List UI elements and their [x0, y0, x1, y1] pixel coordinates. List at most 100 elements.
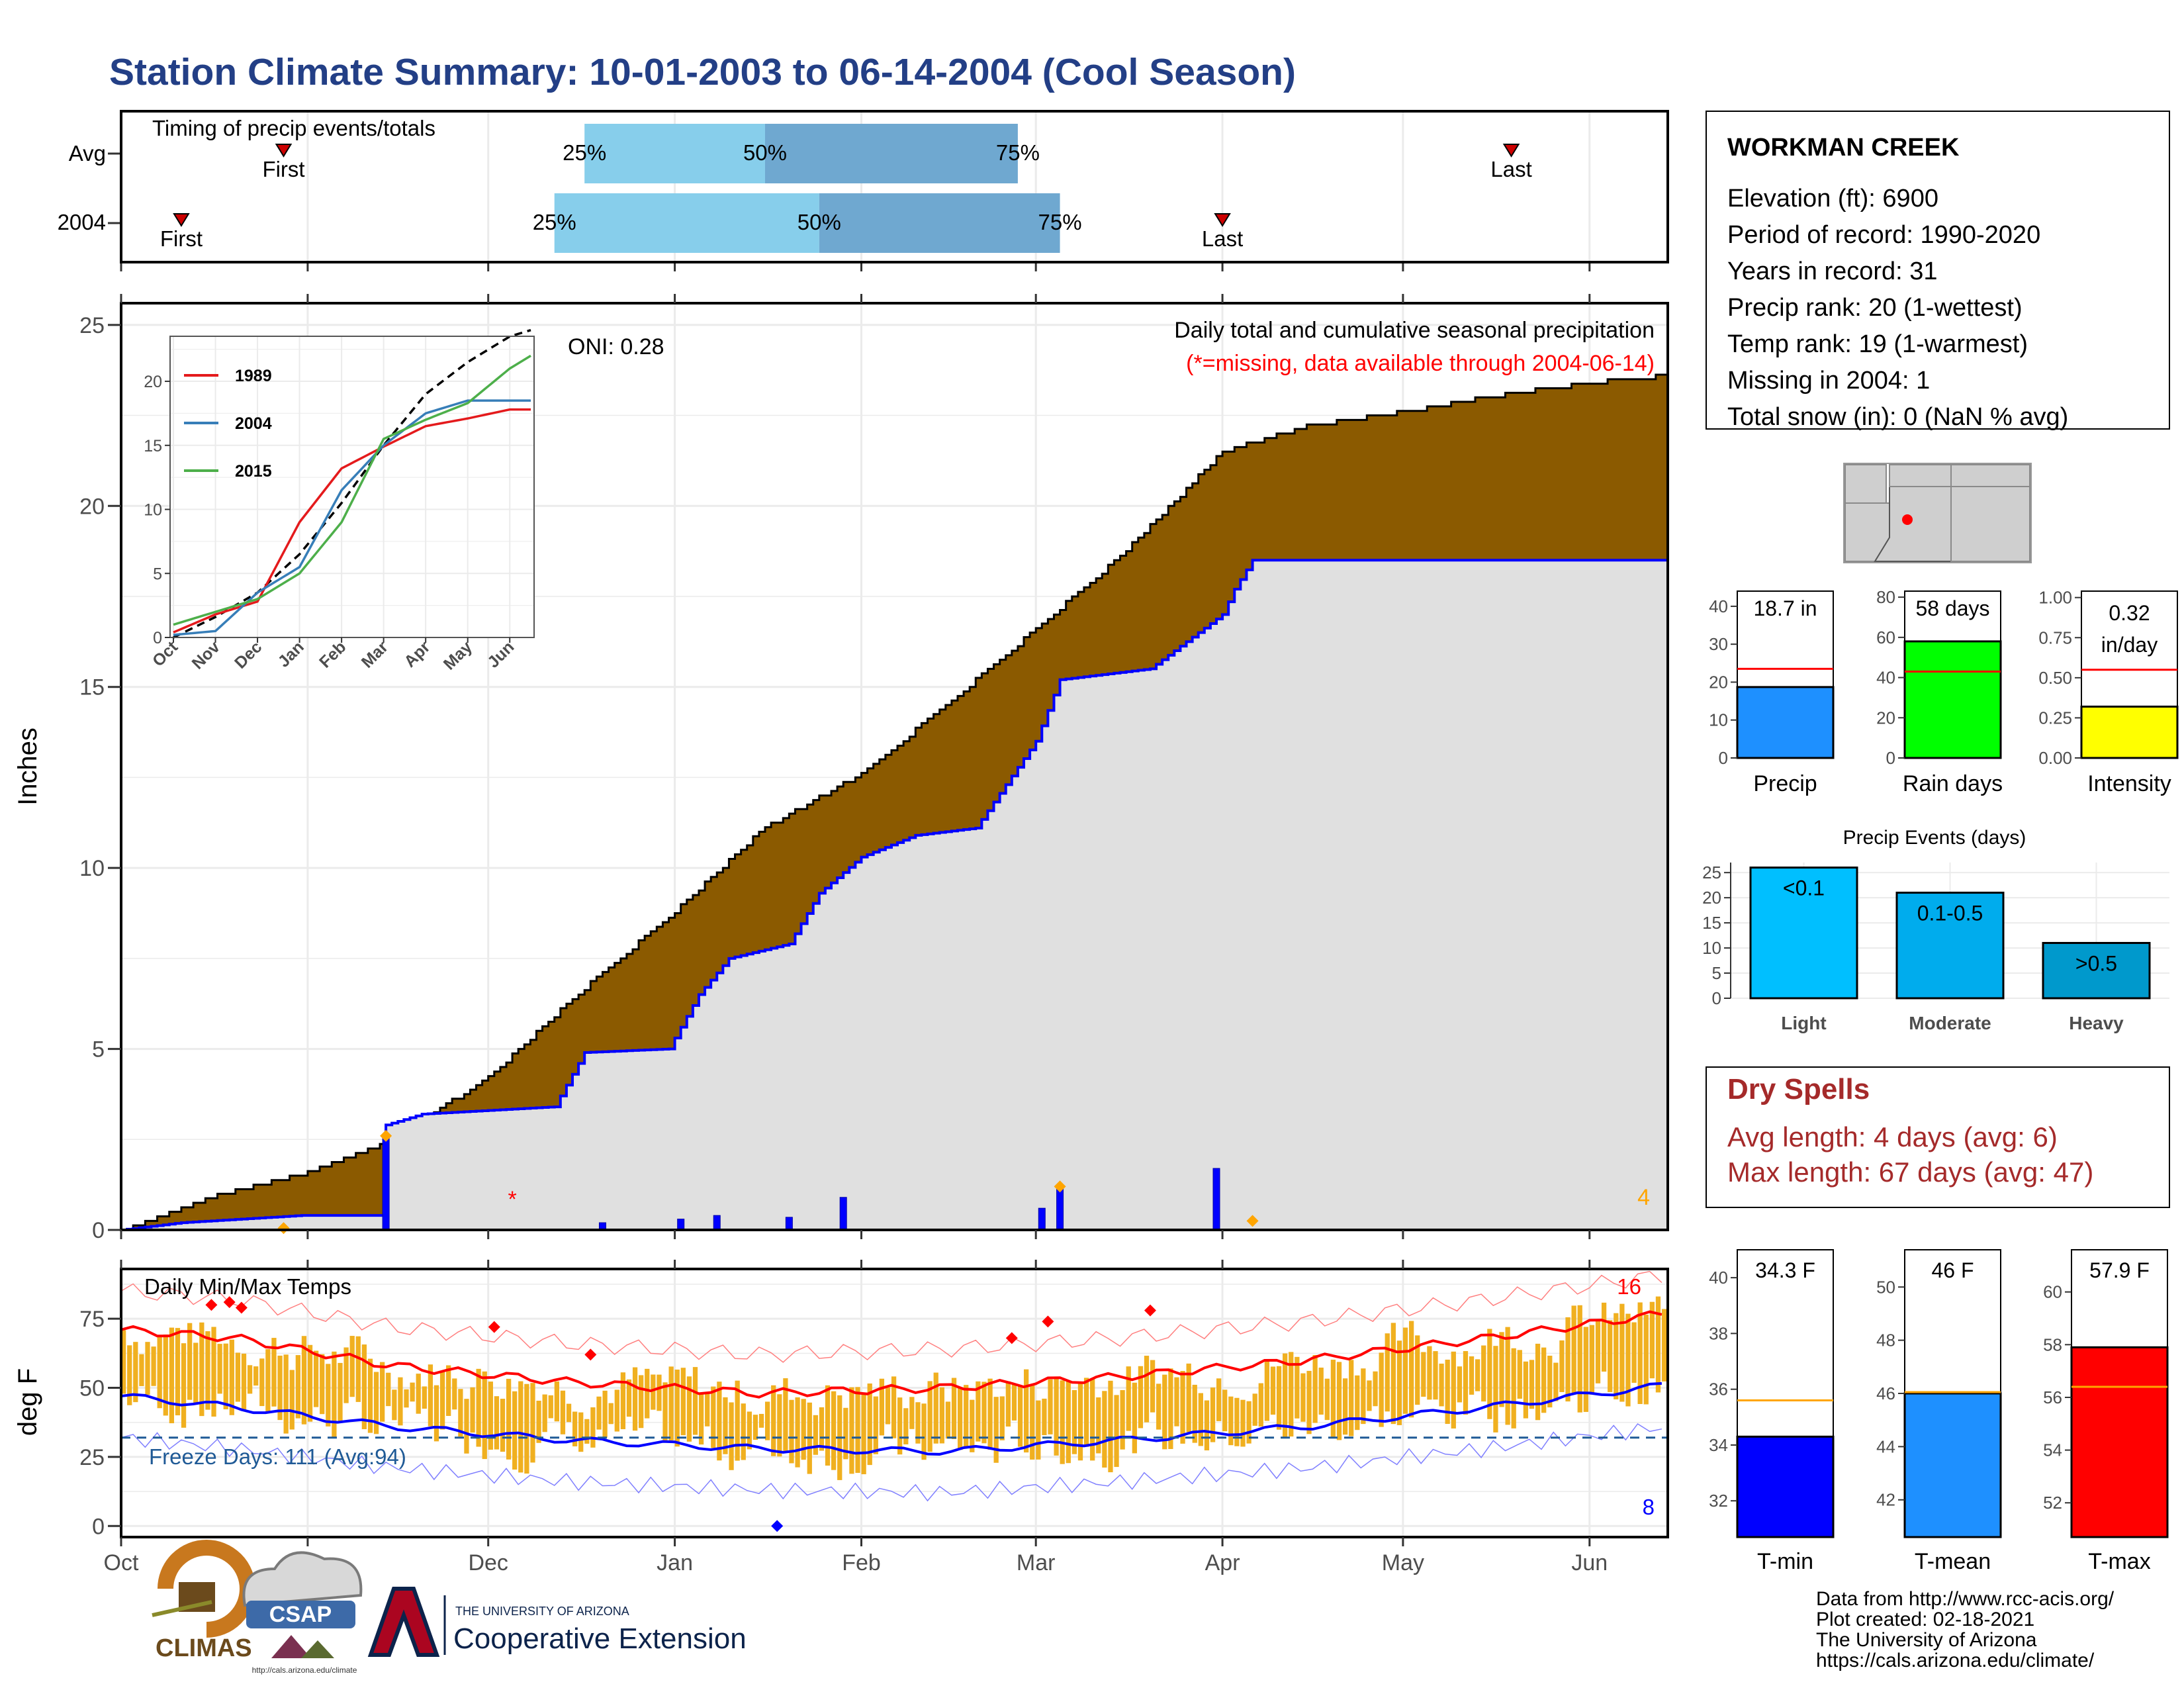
temp-xtick-label-8: Jun	[1571, 1550, 1608, 1575]
temp-day-bar-18	[229, 1339, 234, 1415]
temp-day-bar-117	[825, 1385, 831, 1466]
temp-day-bar-17	[223, 1343, 228, 1409]
summary-tick-label-0-4: 40	[1709, 596, 1728, 616]
freeze-days-label: Freeze Days: 111 (Avg:94)	[149, 1444, 406, 1469]
temp-day-bar-99	[717, 1382, 722, 1461]
temp-day-bar-123	[861, 1394, 866, 1475]
main-ytick-label-20: 20	[79, 494, 105, 519]
temp-day-bar-25	[271, 1338, 277, 1407]
events-bar-2	[2042, 941, 2151, 1000]
record-min-line	[120, 1423, 1662, 1502]
temp-day-bar-97	[705, 1393, 710, 1427]
temp-day-bar-88	[651, 1374, 656, 1410]
main-ytick-label-15: 15	[79, 675, 105, 700]
temp-day-bar-249	[1619, 1303, 1625, 1402]
temp-day-bar-136	[939, 1387, 944, 1444]
dry-max-length: Max length: 67 days (avg: 47)	[1727, 1156, 2093, 1188]
temp-day-bar-193	[1283, 1353, 1288, 1438]
temp-day-bar-196	[1300, 1373, 1306, 1422]
inset-background	[170, 336, 534, 637]
temp-day-bar-209	[1379, 1352, 1384, 1427]
temp-day-bar-218	[1433, 1351, 1438, 1400]
temp-record-marks	[205, 1296, 1156, 1532]
temp-day-bar-122	[855, 1387, 860, 1474]
climas-logo: CLIMAS	[152, 1540, 255, 1662]
timing-panel: 25% 50% 75% First Last 25% 50% 75% First Last Tim…	[58, 110, 1669, 271]
summary-bar-1	[1903, 640, 2002, 759]
temp-day-bar-62	[494, 1396, 500, 1450]
temp-title: Daily Min/Max Temps	[144, 1274, 351, 1299]
temp-day-bar-172	[1156, 1383, 1161, 1430]
daily-precip-bar-3	[713, 1215, 721, 1231]
main-marks: *	[277, 1129, 1259, 1235]
temp-day-bar-216	[1421, 1352, 1426, 1397]
temp-day-bar-132	[915, 1402, 921, 1444]
temp-day-bar-159	[1077, 1383, 1083, 1461]
main-ytick-label-10: 10	[79, 856, 105, 881]
temp-day-bar-153	[1042, 1398, 1047, 1436]
temp-day-bar-43	[380, 1362, 385, 1422]
temp-day-bar-73	[560, 1390, 566, 1434]
inset-ytick-label-15: 15	[144, 437, 162, 455]
summary-tick-label-1-0: 0	[1886, 748, 1895, 768]
temp-summary-tick-label-1-0: 42	[1876, 1490, 1895, 1510]
temp-day-bar-145	[993, 1397, 999, 1463]
timing-marks: 25% 50% 75% First Last 25% 50% 75% First Last	[160, 124, 1532, 253]
temp-day-bar-183	[1222, 1389, 1228, 1432]
temp-day-bar-68	[530, 1383, 535, 1463]
temp-summary-tick-label-0-0: 32	[1709, 1491, 1728, 1511]
timing-last-marker-y2004	[1214, 213, 1231, 227]
events-ytick-label-10: 10	[1702, 938, 1721, 958]
temp-day-bar-47	[404, 1389, 409, 1408]
inset-frame	[169, 336, 535, 638]
temp-day-bar-217	[1427, 1346, 1432, 1400]
temp-day-bar-235	[1535, 1343, 1541, 1421]
inset-lines	[173, 328, 531, 639]
temp-day-bar-176	[1180, 1371, 1185, 1444]
temp-day-bar-5	[151, 1346, 156, 1386]
temp-day-bar-202	[1336, 1362, 1342, 1440]
temp-day-bar-171	[1150, 1360, 1156, 1413]
footer-line-4: https://cals.arizona.edu/climate/	[1816, 1650, 2095, 1671]
temp-day-bar-15	[211, 1327, 216, 1417]
temp-day-bar-131	[909, 1397, 915, 1429]
csap-banner	[246, 1601, 355, 1628]
temp-xtick-label-5: Mar	[1017, 1550, 1056, 1575]
temp-day-bar-186	[1240, 1399, 1246, 1447]
summary-tick-label-2-2: 0.50	[2038, 668, 2072, 688]
timing-first-label-avg: First	[262, 157, 304, 181]
main-frame	[120, 302, 1669, 1231]
timing-last-marker-avg	[1502, 144, 1520, 158]
temp-day-bar-245	[1595, 1320, 1601, 1383]
temp-day-bar-129	[897, 1397, 903, 1455]
temp-day-bar-223	[1463, 1351, 1469, 1415]
footer-line-2: Plot created: 02-18-2021	[1816, 1609, 2034, 1630]
dry-spells-title: Dry Spells	[1727, 1073, 1870, 1105]
temp-day-bar-224	[1469, 1356, 1475, 1395]
summary-bar-2	[2080, 705, 2179, 759]
main-annotation-missing: (*=missing, data available through 2004-…	[1186, 351, 1655, 376]
locator-map	[1843, 463, 2032, 563]
timing-q50-75-y2004	[819, 193, 1060, 253]
timing-last-label-avg: Last	[1490, 157, 1531, 181]
temp-day-bar-72	[554, 1381, 559, 1422]
temp-frame	[120, 1268, 1669, 1538]
temp-summary-tick-label-1-3: 48	[1876, 1331, 1895, 1350]
temp-day-bar-49	[416, 1374, 421, 1414]
inset-gridlines	[170, 336, 534, 637]
temp-summary-tick-label-2-4: 60	[2043, 1282, 2062, 1302]
temp-day-bar-44	[386, 1372, 391, 1407]
temp-summary-bars: 32 34 36 38 40 34.3 F T-min 42 44 46 48 50 46 F T-mea…	[1709, 1249, 2169, 1574]
temp-day-bar-203	[1342, 1378, 1348, 1435]
station-location-marker	[1902, 514, 1913, 525]
temp-summary-bar-1	[1903, 1392, 2002, 1538]
temp-day-bar-109	[777, 1394, 782, 1457]
temp-ytick-label-75: 75	[79, 1307, 105, 1332]
rank-marker-1	[1054, 1180, 1066, 1193]
temp-day-bar-115	[813, 1415, 819, 1455]
summary-category-label-0: Precip	[1753, 771, 1817, 796]
temp-day-bar-254	[1649, 1301, 1655, 1379]
